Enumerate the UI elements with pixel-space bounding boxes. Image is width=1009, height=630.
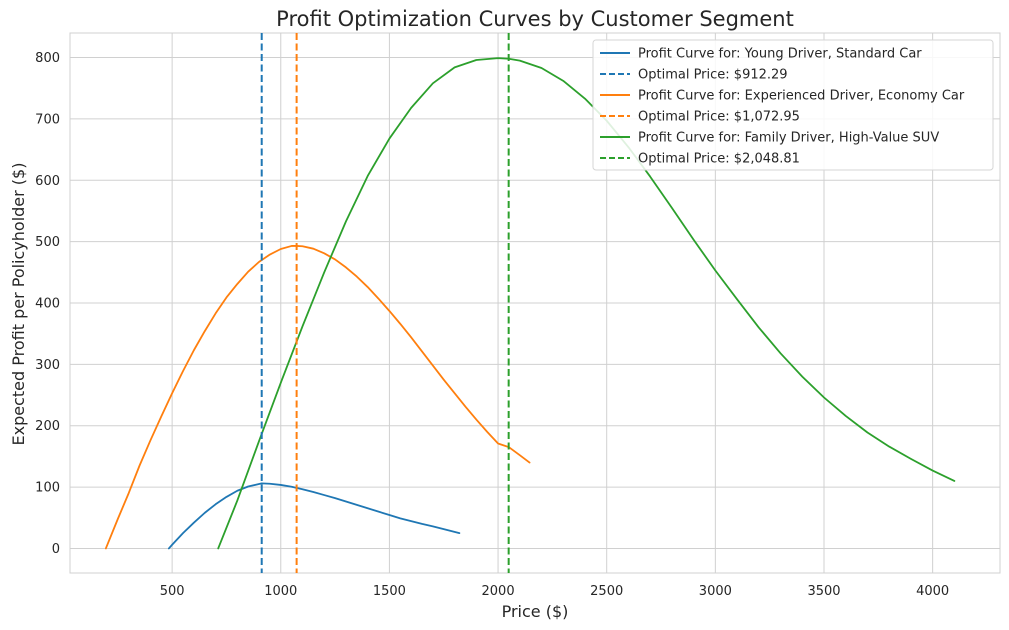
- series-lines: [104, 57, 956, 550]
- legend-box: [592, 39, 994, 171]
- profit-curve-line: [104, 245, 531, 550]
- profit-curve-line: [217, 57, 956, 550]
- legend-label: Optimal Price: $912.29: [638, 68, 788, 83]
- x-axis-title: Price ($): [502, 602, 569, 621]
- x-tick-label: 2500: [590, 584, 623, 599]
- y-tick-label: 100: [35, 481, 60, 496]
- optimal-price-lines: [260, 33, 510, 573]
- x-tick-label: 2000: [482, 584, 515, 599]
- x-tick-label: 500: [160, 584, 185, 599]
- x-tick-label: 1000: [264, 584, 297, 599]
- y-axis-ticks: 0 100 200 300 400 500 600 700 800: [35, 51, 60, 557]
- legend-items: Profit Curve for: Young Driver, Standard…: [600, 47, 965, 167]
- y-tick-label: 800: [35, 51, 60, 66]
- legend-label: Profit Curve for: Young Driver, Standard…: [638, 47, 922, 62]
- y-tick-label: 400: [35, 297, 60, 312]
- x-tick-label: 4000: [916, 584, 949, 599]
- legend-label: Profit Curve for: Experienced Driver, Ec…: [638, 89, 965, 104]
- y-tick-label: 0: [52, 542, 60, 557]
- profit-curve-line: [167, 482, 461, 550]
- x-tick-label: 3000: [699, 584, 732, 599]
- x-axis-ticks: 500 1000 1500 2000 2500 3000 3500 4000: [160, 584, 949, 599]
- chart-title: Profit Optimization Curves by Customer S…: [276, 7, 794, 31]
- legend: Profit Curve for: Young Driver, Standard…: [592, 39, 994, 171]
- y-tick-label: 700: [35, 112, 60, 127]
- x-tick-label: 3500: [807, 584, 840, 599]
- x-tick-label: 1500: [373, 584, 406, 599]
- y-tick-label: 300: [35, 358, 60, 373]
- y-tick-label: 500: [35, 235, 60, 250]
- legend-label: Profit Curve for: Family Driver, High-Va…: [638, 131, 939, 146]
- legend-label: Optimal Price: $2,048.81: [638, 152, 800, 167]
- y-axis-title: Expected Profit per Policyholder ($): [9, 163, 28, 446]
- legend-label: Optimal Price: $1,072.95: [638, 110, 800, 125]
- y-tick-label: 600: [35, 174, 60, 189]
- y-tick-label: 200: [35, 419, 60, 434]
